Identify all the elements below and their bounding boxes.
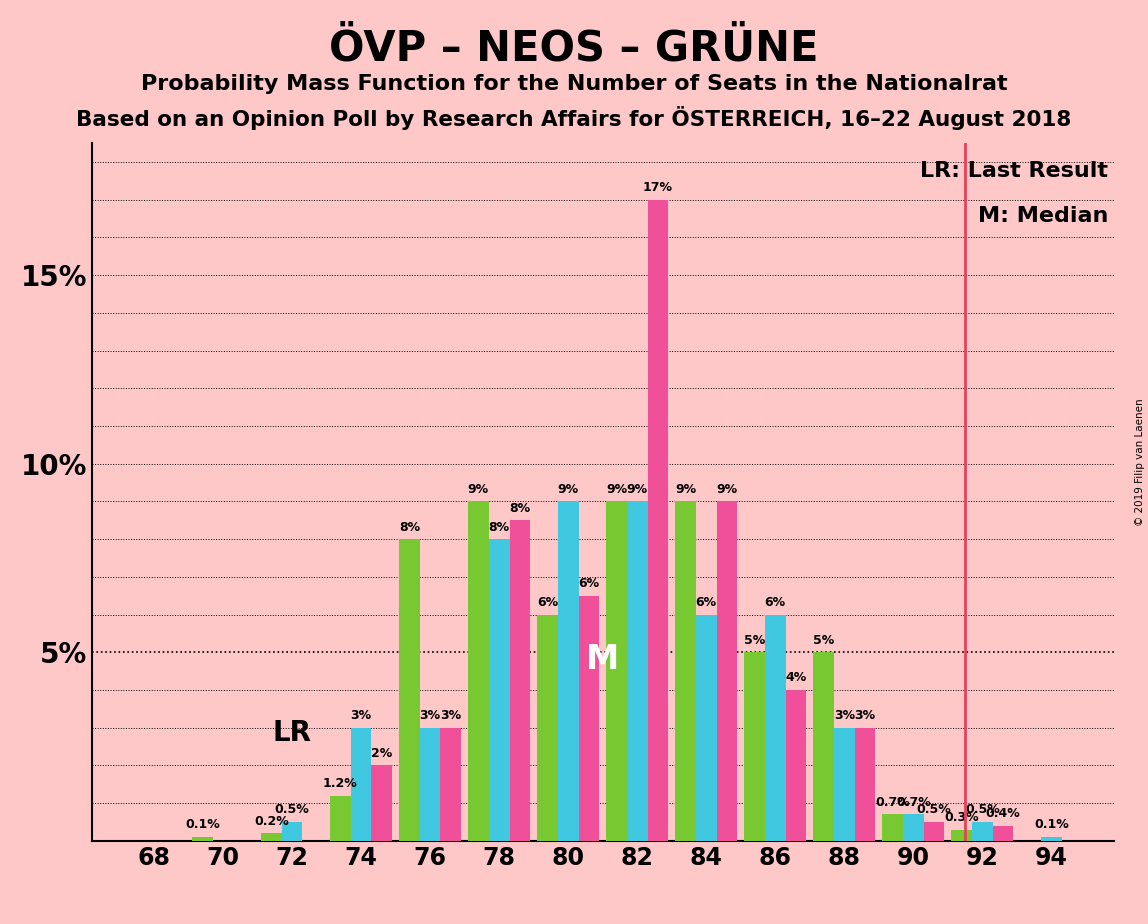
Bar — [281, 822, 302, 841]
Bar — [903, 814, 924, 841]
Text: 3%: 3% — [833, 709, 855, 722]
Bar — [924, 822, 945, 841]
Text: 3%: 3% — [854, 709, 876, 722]
Bar — [261, 833, 281, 841]
Bar — [420, 728, 441, 841]
Bar — [329, 796, 351, 841]
Bar — [579, 596, 599, 841]
Text: 3%: 3% — [350, 709, 372, 722]
Bar — [716, 502, 737, 841]
Bar — [854, 728, 876, 841]
Bar — [558, 502, 579, 841]
Bar — [952, 830, 972, 841]
Text: 6%: 6% — [579, 578, 599, 590]
Bar — [372, 765, 393, 841]
Text: 2%: 2% — [371, 747, 393, 760]
Text: M: M — [587, 643, 619, 676]
Text: 0.7%: 0.7% — [895, 796, 931, 808]
Bar — [1041, 837, 1062, 841]
Bar — [744, 652, 765, 841]
Text: LR: LR — [272, 719, 311, 747]
Bar — [606, 502, 627, 841]
Bar — [972, 822, 993, 841]
Text: 0.4%: 0.4% — [986, 807, 1021, 821]
Text: 6%: 6% — [537, 596, 558, 609]
Bar — [489, 540, 510, 841]
Bar — [647, 200, 668, 841]
Bar — [627, 502, 647, 841]
Text: 17%: 17% — [643, 181, 673, 194]
Text: 0.7%: 0.7% — [875, 796, 910, 808]
Bar — [441, 728, 461, 841]
Text: 9%: 9% — [606, 483, 627, 496]
Bar — [993, 826, 1014, 841]
Bar — [468, 502, 489, 841]
Bar — [675, 502, 696, 841]
Text: 8%: 8% — [398, 520, 420, 533]
Text: ÖVP – NEOS – GRÜNE: ÖVP – NEOS – GRÜNE — [329, 28, 819, 69]
Text: 0.2%: 0.2% — [254, 815, 288, 828]
Text: 8%: 8% — [489, 520, 510, 533]
Text: 0.3%: 0.3% — [945, 811, 979, 824]
Text: 5%: 5% — [744, 634, 766, 647]
Text: 9%: 9% — [627, 483, 647, 496]
Text: Probability Mass Function for the Number of Seats in the Nationalrat: Probability Mass Function for the Number… — [141, 74, 1007, 94]
Bar — [696, 614, 716, 841]
Bar — [510, 520, 530, 841]
Text: 0.5%: 0.5% — [917, 803, 952, 816]
Text: 9%: 9% — [675, 483, 696, 496]
Bar — [537, 614, 558, 841]
Text: M: Median: M: Median — [978, 206, 1109, 226]
Text: 0.1%: 0.1% — [185, 819, 219, 832]
Bar — [833, 728, 854, 841]
Text: 8%: 8% — [510, 502, 530, 515]
Text: 0.1%: 0.1% — [1034, 819, 1069, 832]
Bar — [192, 837, 212, 841]
Bar — [400, 540, 420, 841]
Bar — [785, 690, 806, 841]
Text: © 2019 Filip van Laenen: © 2019 Filip van Laenen — [1135, 398, 1145, 526]
Text: LR: Last Result: LR: Last Result — [921, 161, 1109, 181]
Text: 5%: 5% — [813, 634, 835, 647]
Bar — [351, 728, 372, 841]
Text: 0.5%: 0.5% — [965, 803, 1000, 816]
Bar — [813, 652, 833, 841]
Text: 1.2%: 1.2% — [323, 777, 358, 790]
Text: 3%: 3% — [419, 709, 441, 722]
Text: 4%: 4% — [785, 672, 807, 685]
Bar — [765, 614, 785, 841]
Text: 6%: 6% — [765, 596, 786, 609]
Text: 9%: 9% — [468, 483, 489, 496]
Text: 3%: 3% — [441, 709, 461, 722]
Text: 0.5%: 0.5% — [274, 803, 310, 816]
Text: 9%: 9% — [716, 483, 737, 496]
Bar — [883, 814, 903, 841]
Text: 9%: 9% — [558, 483, 579, 496]
Text: Based on an Opinion Poll by Research Affairs for ÖSTERREICH, 16–22 August 2018: Based on an Opinion Poll by Research Aff… — [76, 106, 1072, 130]
Text: 6%: 6% — [696, 596, 716, 609]
